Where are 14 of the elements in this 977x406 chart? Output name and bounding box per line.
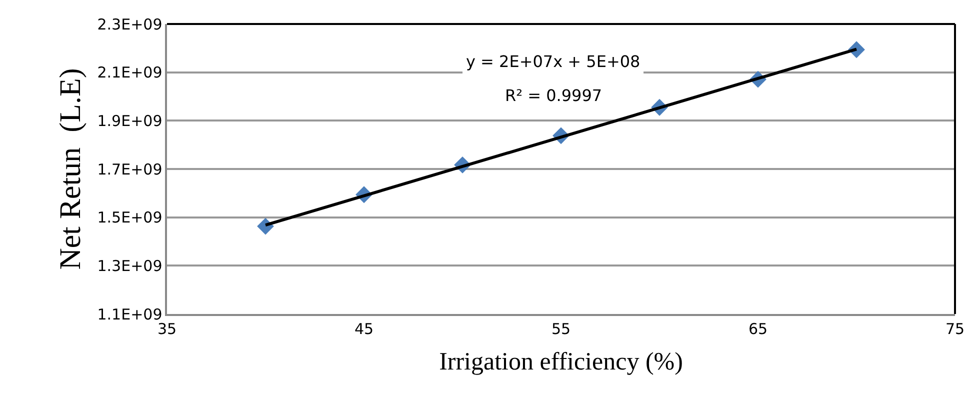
x-tick-label: 65 — [748, 320, 768, 338]
annotation: R² = 0.9997 — [505, 86, 602, 105]
y-tick-label: 1.3E+09 — [97, 256, 162, 275]
annotation: y = 2E+07x + 5E+08 — [466, 52, 640, 71]
y-tick-label: 1.5E+09 — [97, 208, 162, 227]
x-tick-label: 45 — [354, 320, 374, 338]
x-axis-title: Irrigation efficiency (%) — [439, 348, 683, 376]
x-tick-label: 55 — [551, 320, 571, 338]
y-tick-label: 2.1E+09 — [97, 64, 162, 82]
y-tick-label: 1.7E+09 — [97, 160, 162, 178]
y-axis-title: Net Retun (L.E) — [54, 68, 87, 270]
x-tick-label: 75 — [945, 320, 965, 338]
y-tick-label: 1.9E+09 — [97, 112, 162, 130]
y-tick-label: 2.3E+09 — [97, 15, 162, 34]
